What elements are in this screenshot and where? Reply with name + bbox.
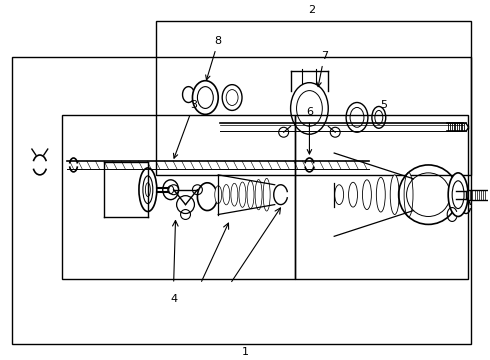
Ellipse shape	[448, 173, 468, 216]
Ellipse shape	[363, 180, 371, 210]
Bar	[294, 116, 468, 279]
Ellipse shape	[215, 186, 221, 204]
Ellipse shape	[223, 185, 230, 205]
Ellipse shape	[193, 81, 218, 114]
Ellipse shape	[335, 185, 343, 204]
Circle shape	[176, 196, 195, 213]
Text: 5: 5	[380, 100, 387, 111]
Ellipse shape	[255, 180, 262, 210]
Text: 6: 6	[306, 107, 313, 154]
Bar	[12, 57, 471, 345]
Text: 3: 3	[173, 100, 197, 158]
Ellipse shape	[239, 182, 246, 207]
Text: 8: 8	[206, 36, 222, 80]
Ellipse shape	[163, 180, 178, 200]
Ellipse shape	[263, 178, 270, 211]
Ellipse shape	[348, 182, 358, 207]
Ellipse shape	[139, 168, 157, 212]
Ellipse shape	[291, 83, 328, 134]
Ellipse shape	[222, 85, 242, 111]
Ellipse shape	[376, 177, 385, 212]
Ellipse shape	[231, 183, 238, 206]
Ellipse shape	[404, 172, 413, 217]
Ellipse shape	[390, 175, 399, 215]
Bar	[156, 21, 471, 175]
Bar	[62, 116, 294, 279]
Ellipse shape	[247, 181, 254, 208]
Ellipse shape	[346, 103, 368, 132]
Text: 4: 4	[170, 294, 177, 304]
Ellipse shape	[372, 107, 386, 128]
Text: 2: 2	[308, 5, 315, 15]
Text: 1: 1	[242, 347, 248, 357]
Text: 7: 7	[317, 51, 328, 87]
